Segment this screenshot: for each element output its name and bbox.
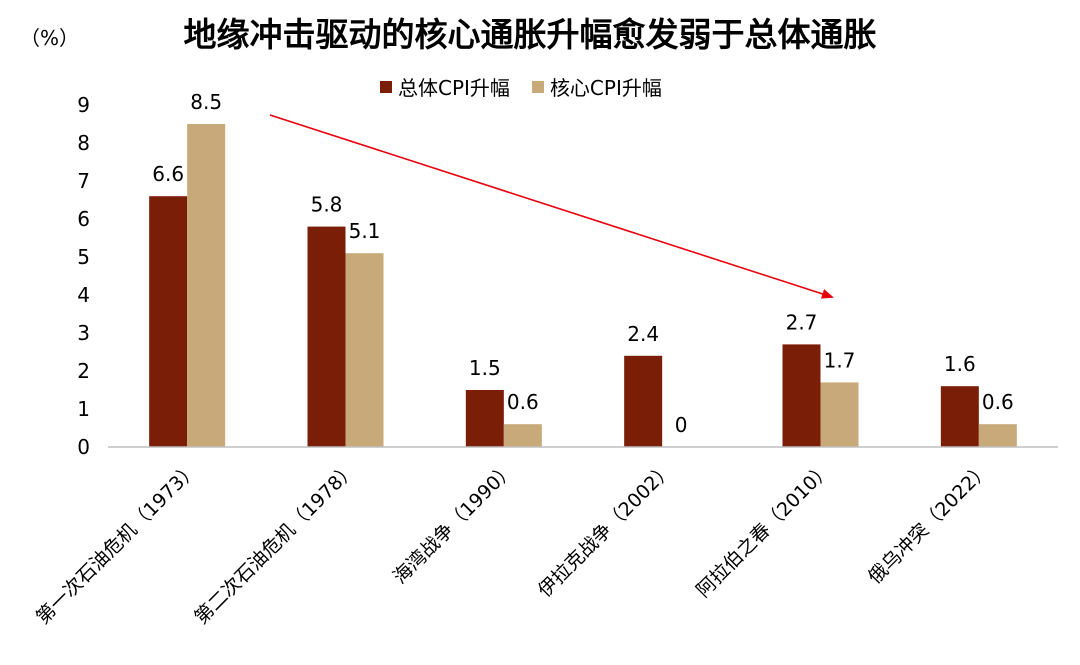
bar-series1 <box>940 386 979 447</box>
bar-series2 <box>978 424 1017 447</box>
bar-series2 <box>345 253 384 447</box>
y-tick-label: 9 <box>77 93 90 117</box>
bar-series1 <box>782 344 821 447</box>
bar-value-label: 5.1 <box>349 219 381 243</box>
x-category-label: 伊拉克战争（2002） <box>534 458 678 602</box>
y-tick-label: 0 <box>77 435 90 459</box>
bar-series1 <box>624 355 663 447</box>
bar-value-label: 8.5 <box>190 90 222 114</box>
legend-item-core-cpi: 核心CPI升幅 <box>531 72 662 101</box>
bar-value-label: 2.7 <box>786 310 818 334</box>
y-tick-label: 7 <box>77 169 90 193</box>
y-axis-unit-label: （%） <box>20 26 80 50</box>
bar-value-label: 6.6 <box>152 162 184 186</box>
y-tick-label: 2 <box>77 359 90 383</box>
legend-label-headline-cpi: 总体CPI升幅 <box>398 76 510 100</box>
legend-swatch-headline-cpi <box>380 80 392 93</box>
bar-value-label: 2.4 <box>627 322 659 346</box>
bar-series2 <box>503 424 542 447</box>
bar-value-label: 1.6 <box>944 352 976 376</box>
legend: 总体CPI升幅 核心CPI升幅 <box>380 72 684 101</box>
bar-value-label: 0.6 <box>982 390 1014 414</box>
bar-series2 <box>187 124 226 447</box>
y-tick-label: 5 <box>77 245 90 269</box>
y-tick-label: 6 <box>77 207 90 231</box>
y-tick-label: 8 <box>77 131 90 155</box>
x-category-label: 俄乌冲突（2022） <box>864 458 994 588</box>
bar-series1 <box>149 196 188 447</box>
x-category-label: 第二次石油危机（1978） <box>190 458 361 629</box>
x-category-label: 第一次石油危机（1973） <box>32 458 203 629</box>
bar-series1 <box>307 226 346 447</box>
legend-swatch-core-cpi <box>531 80 544 93</box>
bar-value-label: 1.7 <box>824 348 856 372</box>
chart-title: 地缘冲击驱动的核心通胀升幅愈发弱于总体通胀 <box>183 15 877 54</box>
y-tick-label: 1 <box>77 397 90 421</box>
bar-value-label: 0 <box>675 413 688 437</box>
legend-item-headline-cpi: 总体CPI升幅 <box>380 72 510 101</box>
bar-series1 <box>465 390 504 447</box>
legend-label-core-cpi: 核心CPI升幅 <box>549 76 662 100</box>
bar-value-label: 5.8 <box>311 193 343 217</box>
y-tick-label: 3 <box>77 321 90 345</box>
trend-arrow <box>269 114 834 299</box>
bar-value-label: 0.6 <box>507 390 539 414</box>
bar-value-label: 1.5 <box>469 356 501 380</box>
x-category-label: 阿拉伯之春（2010） <box>692 458 836 602</box>
bar-series2 <box>820 382 859 447</box>
x-category-label: 海湾战争（1990） <box>389 458 519 588</box>
y-tick-label: 4 <box>77 283 90 307</box>
